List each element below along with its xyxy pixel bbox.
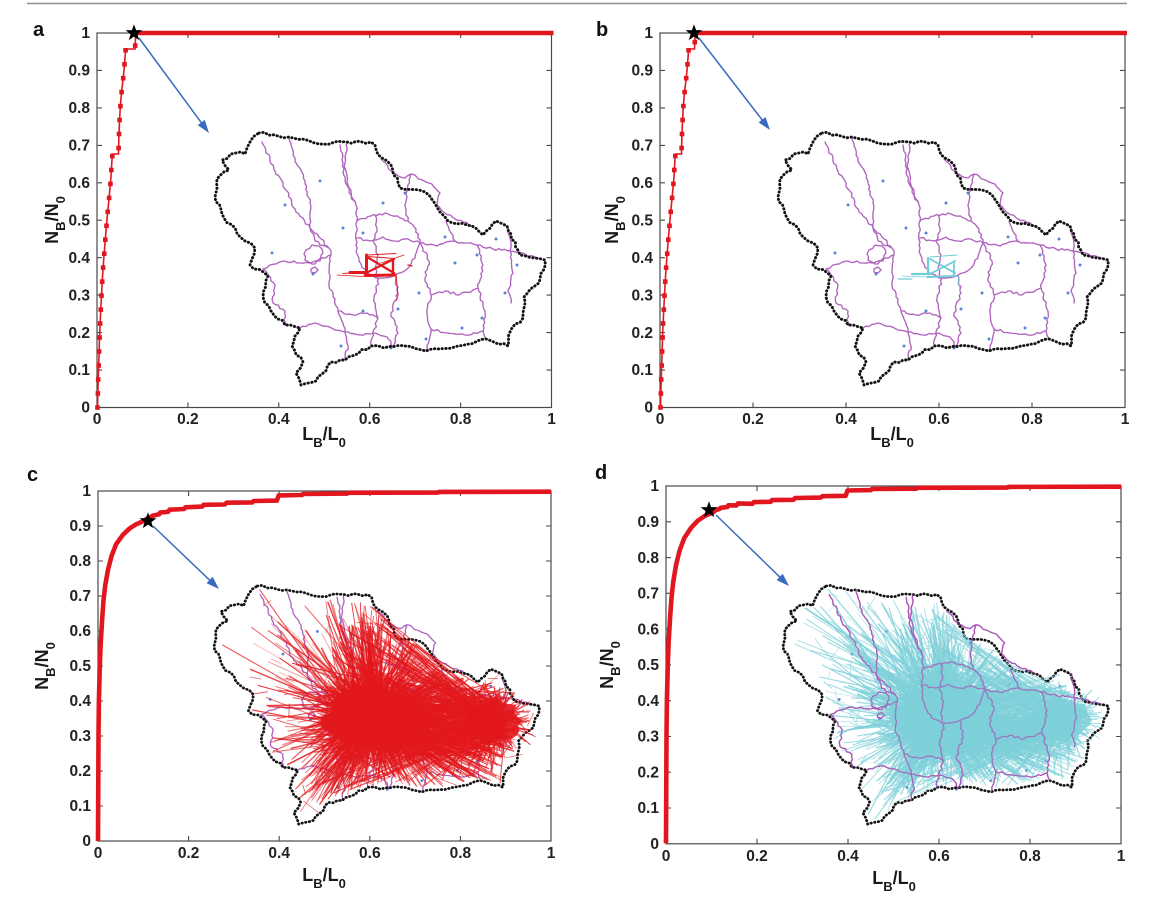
svg-text:0.8: 0.8	[450, 411, 472, 428]
svg-text:c: c	[27, 464, 38, 486]
svg-text:0.8: 0.8	[68, 100, 90, 117]
svg-text:0.3: 0.3	[631, 287, 653, 304]
svg-text:0: 0	[656, 411, 665, 428]
svg-text:0.2: 0.2	[178, 845, 200, 862]
svg-text:0.2: 0.2	[742, 411, 764, 428]
svg-text:0.5: 0.5	[69, 658, 91, 675]
svg-text:0.6: 0.6	[637, 621, 659, 638]
svg-text:0.8: 0.8	[631, 100, 653, 117]
svg-text:d: d	[595, 462, 607, 484]
svg-text:0.6: 0.6	[359, 411, 381, 428]
svg-text:0.6: 0.6	[68, 175, 90, 192]
svg-text:0.4: 0.4	[68, 250, 90, 267]
svg-text:0.9: 0.9	[631, 63, 653, 80]
svg-text:0: 0	[662, 848, 671, 865]
svg-text:0.2: 0.2	[69, 763, 91, 780]
svg-text:0.6: 0.6	[928, 411, 950, 428]
svg-text:0.3: 0.3	[69, 728, 91, 745]
svg-text:0.2: 0.2	[631, 325, 653, 342]
svg-text:0.9: 0.9	[68, 63, 90, 80]
svg-text:1: 1	[1121, 411, 1130, 428]
svg-text:1: 1	[81, 25, 90, 42]
svg-text:0: 0	[644, 400, 653, 417]
svg-text:0.2: 0.2	[746, 848, 768, 865]
svg-text:0.7: 0.7	[637, 586, 659, 603]
svg-text:0.6: 0.6	[928, 848, 950, 865]
svg-text:0.4: 0.4	[631, 250, 653, 267]
svg-text:0.4: 0.4	[837, 848, 859, 865]
svg-text:0.8: 0.8	[637, 550, 659, 567]
svg-text:0.7: 0.7	[69, 588, 91, 605]
svg-text:0.8: 0.8	[1021, 411, 1043, 428]
svg-text:1: 1	[82, 483, 91, 500]
svg-text:0.6: 0.6	[631, 175, 653, 192]
svg-text:0.9: 0.9	[637, 514, 659, 531]
svg-text:0: 0	[650, 836, 659, 853]
svg-text:1: 1	[1117, 848, 1126, 865]
svg-text:0.6: 0.6	[359, 845, 381, 862]
svg-text:0.7: 0.7	[631, 138, 653, 155]
svg-text:0.7: 0.7	[68, 138, 90, 155]
svg-text:0: 0	[93, 411, 102, 428]
svg-text:0.5: 0.5	[631, 212, 653, 229]
svg-text:0.1: 0.1	[69, 798, 91, 815]
svg-text:0.3: 0.3	[637, 729, 659, 746]
svg-text:1: 1	[547, 845, 556, 862]
svg-text:0.5: 0.5	[68, 212, 90, 229]
svg-text:0.4: 0.4	[69, 693, 91, 710]
svg-text:0.4: 0.4	[268, 845, 290, 862]
svg-text:0.4: 0.4	[637, 693, 659, 710]
svg-text:1: 1	[650, 478, 659, 495]
svg-text:0: 0	[82, 833, 91, 850]
svg-text:0.2: 0.2	[177, 411, 199, 428]
svg-text:a: a	[33, 19, 45, 41]
svg-text:0.9: 0.9	[69, 518, 91, 535]
svg-text:0.6: 0.6	[69, 623, 91, 640]
svg-text:0.1: 0.1	[637, 800, 659, 817]
svg-text:0.3: 0.3	[68, 287, 90, 304]
svg-text:0.5: 0.5	[637, 657, 659, 674]
svg-text:1: 1	[644, 25, 653, 42]
svg-text:0.1: 0.1	[68, 362, 90, 379]
svg-text:0.8: 0.8	[1019, 848, 1041, 865]
svg-text:0.2: 0.2	[68, 325, 90, 342]
svg-text:0.4: 0.4	[268, 411, 290, 428]
svg-text:0.1: 0.1	[631, 362, 653, 379]
svg-text:0.8: 0.8	[69, 553, 91, 570]
svg-text:0: 0	[81, 400, 90, 417]
svg-text:b: b	[596, 19, 608, 41]
svg-text:0.4: 0.4	[835, 411, 857, 428]
svg-text:0.2: 0.2	[637, 764, 659, 781]
svg-text:0: 0	[94, 845, 103, 862]
svg-text:1: 1	[547, 411, 556, 428]
svg-text:0.8: 0.8	[450, 845, 472, 862]
